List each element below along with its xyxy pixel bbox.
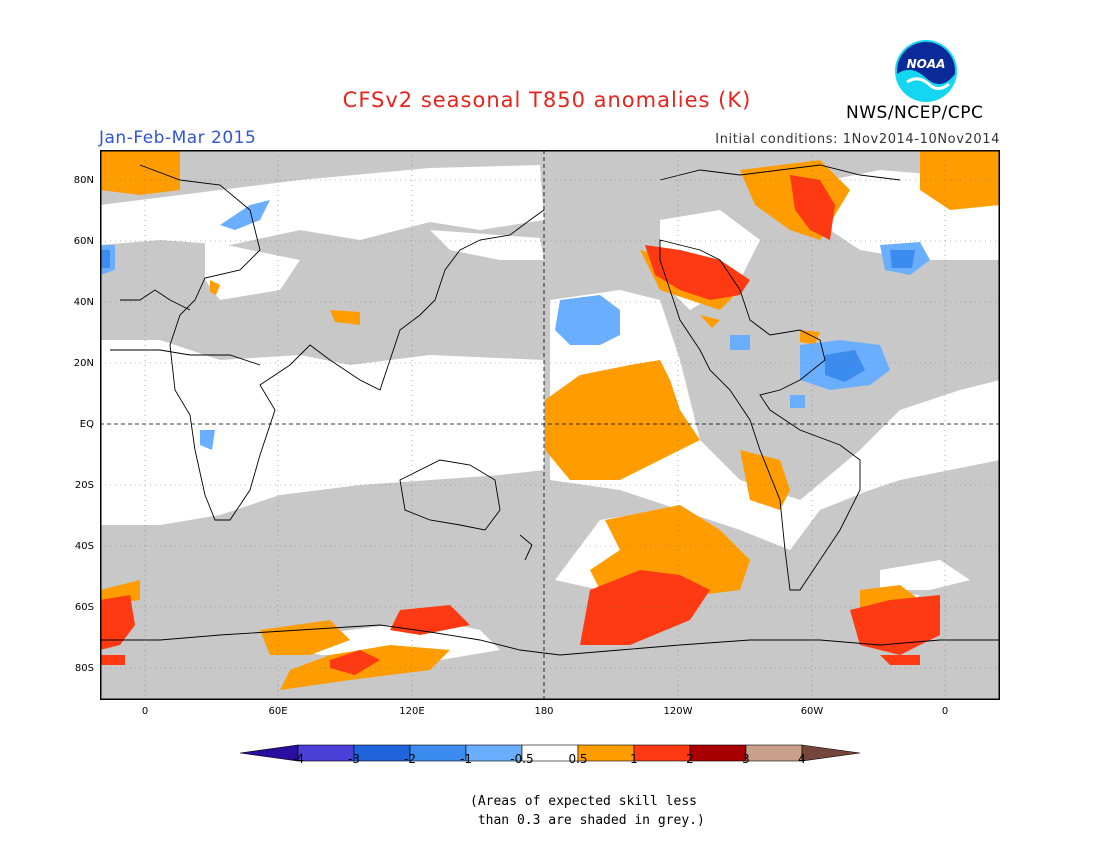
- colorbar-label: -4: [292, 752, 304, 766]
- lon-label: 120E: [399, 706, 425, 717]
- map-title-text: CFSv2 seasonal T850 anomalies (K): [342, 88, 752, 112]
- lon-label: 60E: [268, 706, 288, 717]
- colorbar-label: 1: [630, 752, 638, 766]
- anomaly-map: [100, 150, 1000, 700]
- colorbar-label: -0.5: [510, 752, 534, 766]
- lat-label: 40N: [73, 297, 94, 308]
- equator-dateline: [100, 150, 1000, 700]
- agency-label: NWS/NCEP/CPC: [846, 103, 984, 123]
- lon-label: 60W: [800, 706, 824, 717]
- colorbar-label: -2: [404, 752, 416, 766]
- map-frame: [100, 150, 1000, 700]
- skill-note-line: than 0.3 are shaded in grey.): [470, 813, 705, 828]
- skill-note-line: (Areas of expected skill less: [470, 794, 697, 809]
- initial-conditions: Initial conditions: 1Nov2014-10Nov2014: [715, 132, 1000, 147]
- lat-label: 60S: [74, 602, 94, 613]
- noaa-logo-text: NOAA: [907, 57, 946, 71]
- colorbar-label: 2: [686, 752, 694, 766]
- colorbar-label: 0.5: [568, 752, 588, 766]
- colorbar: [240, 744, 861, 762]
- noaa-logo-icon: NOAA: [895, 40, 957, 102]
- lon-label: 0: [141, 706, 149, 717]
- lat-label: 60N: [73, 236, 94, 247]
- lat-label: 40S: [74, 541, 94, 552]
- lon-label: 0: [941, 706, 949, 717]
- lon-label: 180: [534, 706, 554, 717]
- lon-label: 120W: [663, 706, 693, 717]
- colorbar-label: 4: [798, 752, 806, 766]
- lat-label: EQ: [79, 419, 94, 430]
- lat-label: 80S: [74, 663, 94, 674]
- colorbar-label: -3: [348, 752, 360, 766]
- colorbar-label: -1: [460, 752, 472, 766]
- cold-anomaly-blue: [100, 250, 915, 382]
- coastlines: [100, 164, 1000, 656]
- warm-anomaly-red: [100, 175, 940, 675]
- lat-label: 20S: [74, 480, 94, 491]
- map-title: CFSv2 seasonal T850 anomalies (K): [0, 88, 1100, 112]
- skill-note: (Areas of expected skill less than 0.3 a…: [470, 792, 730, 830]
- forecast-period: Jan-Feb-Mar 2015: [99, 128, 257, 148]
- graticule: [100, 150, 1000, 700]
- lat-label: 80N: [73, 175, 94, 186]
- neutral-regions: [100, 165, 1000, 660]
- lat-label: 20N: [73, 358, 94, 369]
- colorbar-label: 3: [742, 752, 750, 766]
- colorbar-segment: [801, 744, 861, 762]
